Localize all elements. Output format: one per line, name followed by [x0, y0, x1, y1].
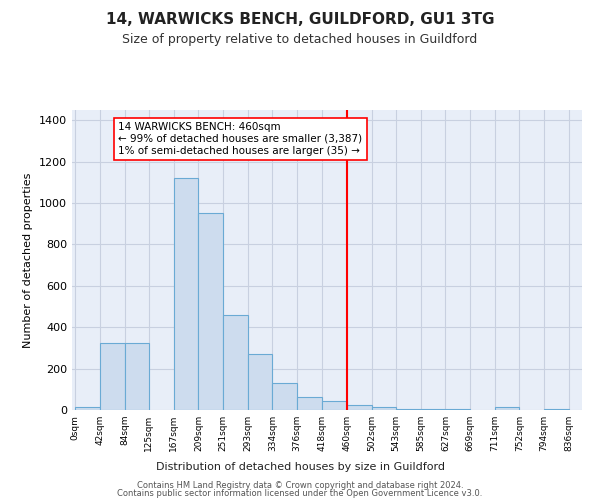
- Bar: [223, 315, 248, 410]
- Bar: [371, 407, 396, 410]
- Text: Size of property relative to detached houses in Guildford: Size of property relative to detached ho…: [122, 32, 478, 46]
- Bar: [421, 409, 445, 410]
- Text: Contains public sector information licensed under the Open Government Licence v3: Contains public sector information licen…: [118, 489, 482, 498]
- Text: Distribution of detached houses by size in Guildford: Distribution of detached houses by size …: [155, 462, 445, 472]
- Bar: [272, 383, 297, 410]
- Y-axis label: Number of detached properties: Number of detached properties: [23, 172, 34, 348]
- Bar: [322, 400, 347, 410]
- Bar: [445, 409, 470, 410]
- Bar: [75, 407, 100, 410]
- Bar: [125, 343, 149, 410]
- Bar: [544, 409, 569, 410]
- Bar: [396, 409, 421, 410]
- Text: Contains HM Land Registry data © Crown copyright and database right 2024.: Contains HM Land Registry data © Crown c…: [137, 480, 463, 490]
- Bar: [173, 178, 199, 410]
- Bar: [100, 343, 125, 410]
- Text: 14, WARWICKS BENCH, GUILDFORD, GU1 3TG: 14, WARWICKS BENCH, GUILDFORD, GU1 3TG: [106, 12, 494, 28]
- Bar: [495, 407, 520, 410]
- Bar: [248, 354, 272, 410]
- Bar: [297, 396, 322, 410]
- Text: 14 WARWICKS BENCH: 460sqm
← 99% of detached houses are smaller (3,387)
1% of sem: 14 WARWICKS BENCH: 460sqm ← 99% of detac…: [118, 122, 362, 156]
- Bar: [199, 214, 223, 410]
- Bar: [347, 405, 371, 410]
